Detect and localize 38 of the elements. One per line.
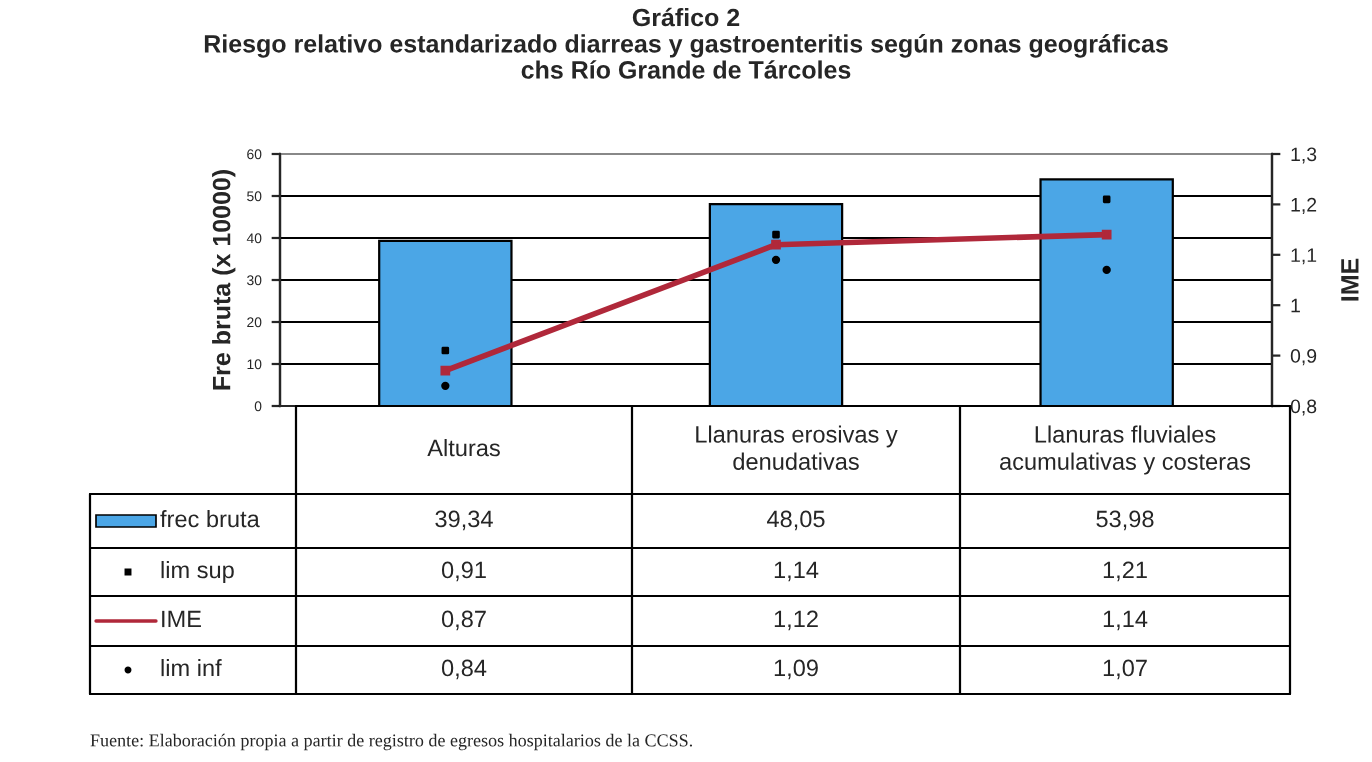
point xyxy=(441,346,450,355)
data-label: 1,21 xyxy=(1103,561,1147,582)
point xyxy=(1102,265,1111,275)
point xyxy=(441,381,450,391)
y2-tick-label: 1,3 xyxy=(1291,147,1317,164)
data-label: 1,09 xyxy=(774,659,818,680)
source-note: Fuente: Elaboración propia a partir de registro de egresos hospitalarios de la CCSS. xyxy=(90,733,693,751)
y2-tick-label: 0,9 xyxy=(1290,349,1317,366)
x-tick-label: Alturas xyxy=(427,438,500,457)
point xyxy=(772,230,780,239)
point xyxy=(1101,229,1112,240)
point xyxy=(440,365,451,376)
chart-title: Gráfico 2 Riesgo relativo estandarizado diarreas y gastroenteritis según zonas geográficas chs Río Grande de Tárcoles xyxy=(204,7,1168,79)
data-label: 53,98 xyxy=(1096,510,1154,531)
y2-axis-title: IME xyxy=(1341,258,1359,301)
legend-label: IME xyxy=(162,610,201,628)
data-label: 0,84 xyxy=(441,659,487,680)
y2-tick-label: 0,8 xyxy=(1290,399,1317,416)
data-label: 0,87 xyxy=(441,610,486,631)
data-label: 1,07 xyxy=(1103,659,1147,680)
y2-tick-label: 1,2 xyxy=(1291,197,1317,214)
data-label: 1,14 xyxy=(774,561,819,582)
data-label: 48,05 xyxy=(767,510,825,531)
y2-tick-label: 1 xyxy=(1291,298,1300,313)
x-tick-label: Llanuras erosivas y denudativas xyxy=(696,425,898,470)
point xyxy=(771,255,781,265)
legend-label: lim inf xyxy=(161,658,222,677)
y2-tick-label: 1,1 xyxy=(1291,248,1317,265)
point xyxy=(771,239,781,250)
data-label: 1,14 xyxy=(1103,610,1148,631)
data-label: 1,12 xyxy=(774,610,818,631)
data-label: 0,91 xyxy=(441,561,486,582)
y-axis-title: Fre bruta (x 10000) xyxy=(212,170,236,390)
point xyxy=(1102,195,1111,204)
x-tick-label: Llanuras fluviales acumulativas y costeras xyxy=(1000,425,1251,475)
data-label: 39,34 xyxy=(435,510,493,531)
legend-label: frec bruta xyxy=(160,509,260,528)
legend-label: lim sup xyxy=(161,560,234,583)
